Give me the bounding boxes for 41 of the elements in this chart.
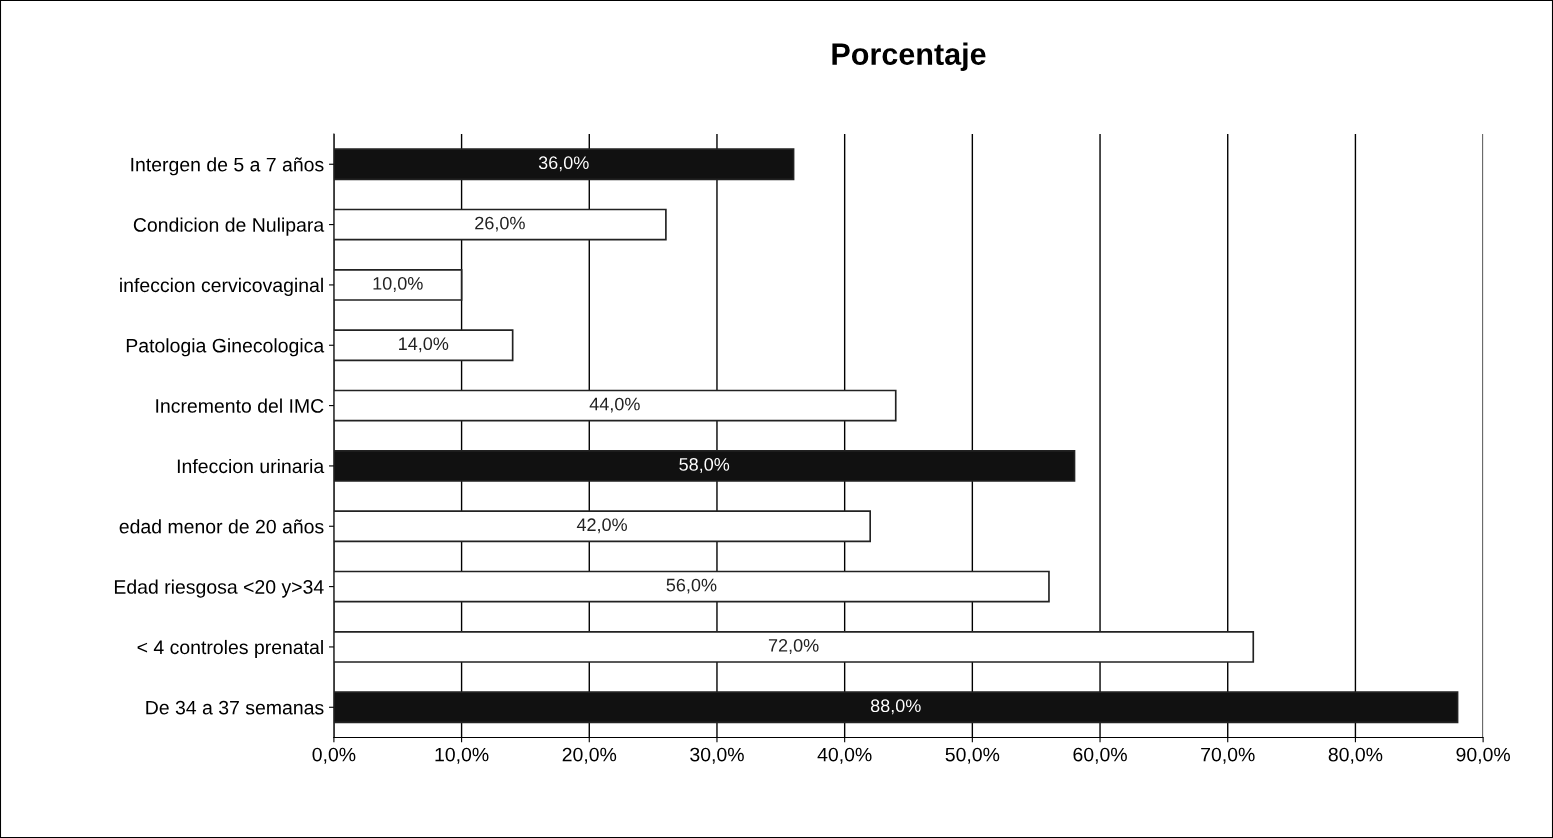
y-tick-label: edad menor de 20 años (119, 519, 324, 534)
bar (333, 148, 795, 181)
y-tick-label: Incremento del IMC (156, 398, 324, 413)
x-tick-label: 10,0% (435, 747, 489, 764)
x-tick-label: 90,0% (1456, 747, 1510, 764)
y-tick-label: Edad riesgosa <20 y>34 (114, 579, 324, 598)
x-tick-label: 30,0% (690, 747, 744, 764)
y-tick-label: Condicion de Nulipara (133, 217, 325, 236)
data-label: 72,0% (768, 639, 819, 654)
x-tick-label: 60,0% (1073, 747, 1127, 764)
bar (333, 269, 463, 301)
x-tick-label: 40,0% (817, 747, 872, 764)
y-tick-label: Infeccion urinaria (177, 458, 325, 474)
y-tick-label: De 34 a 37 semanas (146, 700, 324, 715)
data-label: 36,0% (538, 156, 589, 172)
bar (333, 691, 1459, 724)
data-label: 14,0% (399, 337, 449, 353)
y-tick-label: Intergen de 5 a 7 años (131, 157, 324, 176)
x-tick-label: 70,0% (1201, 747, 1255, 764)
y-tick-label: Patologia Ginecologica (126, 338, 325, 357)
x-tick-label: 0,0% (312, 747, 356, 764)
bar (333, 510, 872, 543)
chart-title: Porcentaje (832, 42, 986, 71)
data-label: 44,0% (589, 397, 640, 413)
bar (333, 631, 1255, 663)
data-label: 42,0% (576, 518, 627, 534)
bar (333, 208, 667, 241)
y-tick-label: < 4 controles prenatal (137, 639, 323, 659)
data-label: 10,0% (373, 276, 423, 292)
x-tick-label: 20,0% (562, 747, 617, 764)
x-tick-label: 50,0% (945, 747, 1000, 764)
bar (333, 389, 897, 422)
bar (333, 570, 1050, 603)
bar (333, 329, 514, 362)
x-tick-label: 80,0% (1328, 747, 1383, 764)
data-label: 88,0% (870, 699, 921, 715)
data-label: 56,0% (666, 578, 717, 594)
y-tick-label: infeccion cervicovaginal (120, 277, 323, 296)
data-label: 58,0% (679, 457, 730, 473)
data-label: 26,0% (475, 216, 525, 232)
bar (333, 450, 1076, 482)
